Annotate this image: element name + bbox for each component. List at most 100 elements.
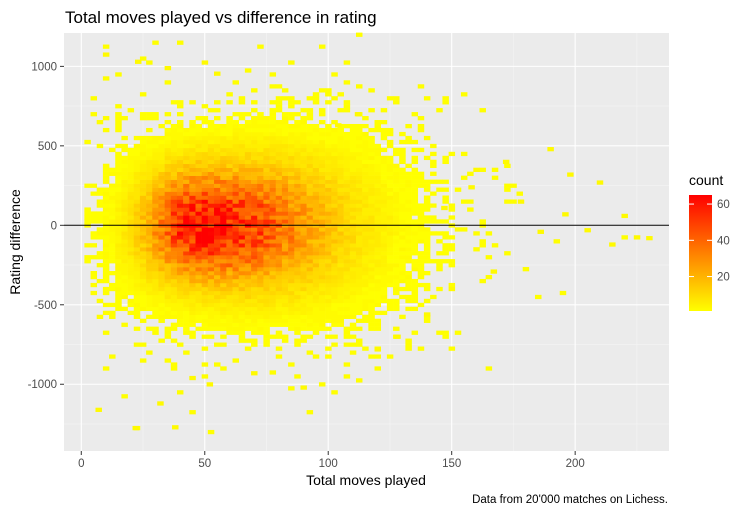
heatmap-bin [115,183,122,188]
heatmap-bin [226,251,233,256]
heatmap-bin [312,282,320,288]
heatmap-bin [331,318,338,323]
heatmap-bin [490,269,498,274]
heatmap-bin [356,243,363,248]
heatmap-bin [226,282,233,288]
heatmap-bin [263,330,270,335]
heatmap-bin [170,235,178,240]
heatmap-bin [275,123,283,129]
heatmap-bin [331,171,338,176]
heatmap-bin [386,195,394,200]
heatmap-bin [170,255,178,260]
heatmap-bin [337,282,344,288]
heatmap-bin [263,207,270,212]
heatmap-bin [354,112,362,117]
heatmap-bin [244,263,252,268]
heatmap-bin [288,306,295,312]
heatmap-bin [176,143,184,149]
heatmap-bin [133,207,141,212]
heatmap-bin [362,306,369,312]
heatmap-bin [102,330,110,335]
heatmap-bin [109,247,116,252]
heatmap-bin [251,215,258,220]
heatmap-bin [325,191,332,196]
heatmap-bin [331,147,338,153]
heatmap-bin [176,342,184,347]
heatmap-bin [306,259,314,264]
heatmap-bin [226,131,233,137]
heatmap-bin [325,215,332,220]
heatmap-bin [170,139,178,145]
heatmap-bin [158,274,165,280]
heatmap-bin [349,322,357,327]
heatmap-bin [331,306,338,312]
heatmap-bin [121,282,128,288]
heatmap-bin [423,318,431,323]
heatmap-bin [139,259,147,264]
heatmap-bin [127,247,135,252]
heatmap-bin [281,159,289,165]
heatmap-bin [121,247,128,252]
heatmap-bin [417,346,425,351]
heatmap-bin [214,278,221,284]
heatmap-bin [121,290,128,296]
heatmap-bin [102,76,110,81]
heatmap-bin [170,314,178,319]
heatmap-bin [220,159,227,165]
heatmap-bin [183,290,190,296]
heatmap-bin [479,243,486,248]
heatmap-bin [251,338,258,343]
heatmap-bin [121,191,128,196]
heatmap-bin [337,92,344,97]
heatmap-bin [146,290,153,296]
heatmap-bin [312,274,320,280]
heatmap-bin [343,195,351,200]
heatmap-bin [263,255,270,260]
heatmap-bin [244,175,252,180]
heatmap-bin [220,219,227,224]
heatmap-bin [102,302,110,308]
heatmap-bin [584,228,591,233]
heatmap-bin [207,267,215,272]
heatmap-bin [430,159,437,165]
heatmap-bin [139,235,147,240]
heatmap-bin [269,195,277,200]
heatmap-bin [312,131,320,137]
heatmap-bin [127,298,135,304]
heatmap-bin [380,271,388,276]
heatmap-bin [374,191,381,196]
heatmap-bin [183,298,190,304]
heatmap-bin [318,294,326,300]
heatmap-bin [152,203,159,208]
heatmap-bin [139,274,147,280]
heatmap-bin [109,354,116,359]
heatmap-bin [232,231,240,236]
heatmap-bin [318,167,326,172]
heatmap-bin [318,255,326,260]
heatmap-bin [207,187,215,192]
heatmap-bin [201,298,209,304]
heatmap-bin [152,290,159,296]
heatmap-bin [238,131,246,137]
heatmap-bin [238,259,246,264]
heatmap-bin [386,139,394,145]
heatmap-bin [467,199,474,204]
heatmap-bin [139,294,147,300]
heatmap-bin [146,207,153,212]
heatmap-bin [207,263,215,268]
heatmap-bin [312,147,320,153]
heatmap-bin [269,247,277,252]
heatmap-bin [133,326,141,331]
heatmap-bin [158,302,165,308]
heatmap-bin [220,135,227,141]
heatmap-bin [294,239,301,244]
heatmap-bin [263,215,270,220]
heatmap-bin [349,139,357,145]
heatmap-bin [127,183,135,188]
heatmap-bin [251,255,258,260]
heatmap-bin [436,286,443,292]
heatmap-bin [331,127,338,133]
heatmap-bin [263,322,270,327]
heatmap-bin [152,243,159,248]
